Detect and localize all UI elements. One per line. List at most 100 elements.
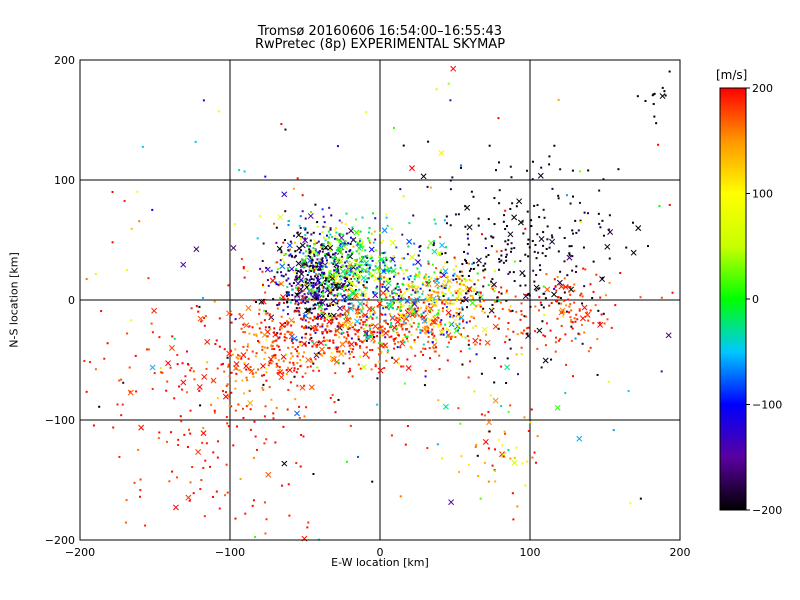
data-point [370, 334, 373, 337]
data-point [392, 288, 395, 291]
data-point [286, 267, 289, 270]
data-point-cross [322, 244, 329, 251]
data-point [577, 332, 580, 335]
data-point [563, 260, 566, 263]
data-point [354, 297, 357, 300]
data-point [339, 292, 342, 295]
data-point [461, 299, 464, 302]
data-point-cross [471, 286, 478, 293]
data-point [336, 270, 339, 273]
data-point [370, 332, 373, 335]
data-point [112, 426, 115, 429]
data-point [334, 275, 337, 278]
data-point [525, 327, 528, 330]
data-point [507, 410, 510, 413]
data-point [358, 322, 361, 325]
data-point [345, 340, 348, 343]
data-point [357, 363, 360, 366]
data-point [451, 316, 454, 319]
data-point [403, 257, 406, 260]
data-point [428, 297, 431, 300]
data-point-cross [544, 286, 551, 293]
data-point [310, 284, 313, 287]
data-point [559, 168, 562, 171]
data-point [334, 283, 337, 286]
data-point [439, 333, 442, 336]
data-point [521, 462, 524, 465]
data-point [510, 247, 513, 250]
data-point-cross [243, 363, 250, 369]
data-point [446, 359, 449, 362]
data-point [294, 295, 297, 298]
data-point [123, 199, 126, 202]
data-point [336, 314, 339, 317]
data-point [303, 327, 306, 330]
data-point-cross [193, 246, 200, 253]
data-point [439, 321, 442, 324]
data-point [601, 219, 604, 222]
data-point [460, 301, 463, 304]
data-point [258, 341, 261, 344]
data-point [297, 270, 300, 273]
data-point [381, 313, 384, 316]
data-point [440, 319, 443, 322]
data-point [139, 489, 142, 492]
data-point [303, 325, 306, 328]
data-point-cross [258, 298, 265, 305]
data-point [466, 252, 469, 255]
data-point [344, 300, 347, 303]
data-point [185, 391, 188, 394]
data-point [540, 166, 543, 169]
data-point-cross [414, 259, 421, 266]
data-point [329, 318, 332, 321]
data-point [251, 350, 254, 353]
data-point [307, 321, 310, 324]
data-point-cross [300, 295, 307, 302]
data-point [445, 246, 448, 249]
data-point [449, 188, 452, 191]
data-point [268, 313, 271, 316]
data-point [462, 299, 465, 302]
data-point [458, 322, 461, 325]
data-point [320, 277, 323, 280]
data-point [589, 346, 592, 349]
data-point [466, 288, 469, 291]
data-point [371, 317, 374, 320]
data-point [419, 287, 422, 290]
data-point [234, 387, 237, 390]
data-point [282, 425, 285, 428]
data-point [316, 254, 319, 257]
data-point [297, 292, 300, 295]
data-point [404, 335, 407, 338]
data-point [658, 205, 661, 208]
data-point [527, 326, 530, 329]
data-point [305, 295, 308, 298]
data-point [545, 247, 548, 250]
data-point [312, 299, 315, 302]
data-point-cross [381, 227, 388, 234]
data-point [200, 320, 203, 323]
data-point [310, 261, 313, 264]
data-point [341, 264, 344, 267]
data-point [384, 292, 387, 295]
data-point-cross [168, 345, 175, 351]
data-point [310, 281, 313, 284]
data-point [485, 333, 488, 336]
data-point [303, 293, 306, 296]
data-point [335, 334, 338, 337]
data-point [153, 372, 156, 375]
data-point [312, 362, 315, 365]
data-point [351, 271, 354, 274]
data-point [264, 405, 267, 408]
data-point [283, 336, 286, 339]
data-point [228, 375, 231, 378]
data-point [222, 362, 225, 365]
data-point [577, 229, 580, 232]
data-point [361, 306, 364, 309]
data-point-cross [286, 242, 293, 249]
data-point [505, 381, 508, 384]
data-point [431, 289, 434, 292]
data-point [443, 286, 446, 289]
data-point [338, 219, 341, 222]
data-point-cross [407, 283, 414, 290]
